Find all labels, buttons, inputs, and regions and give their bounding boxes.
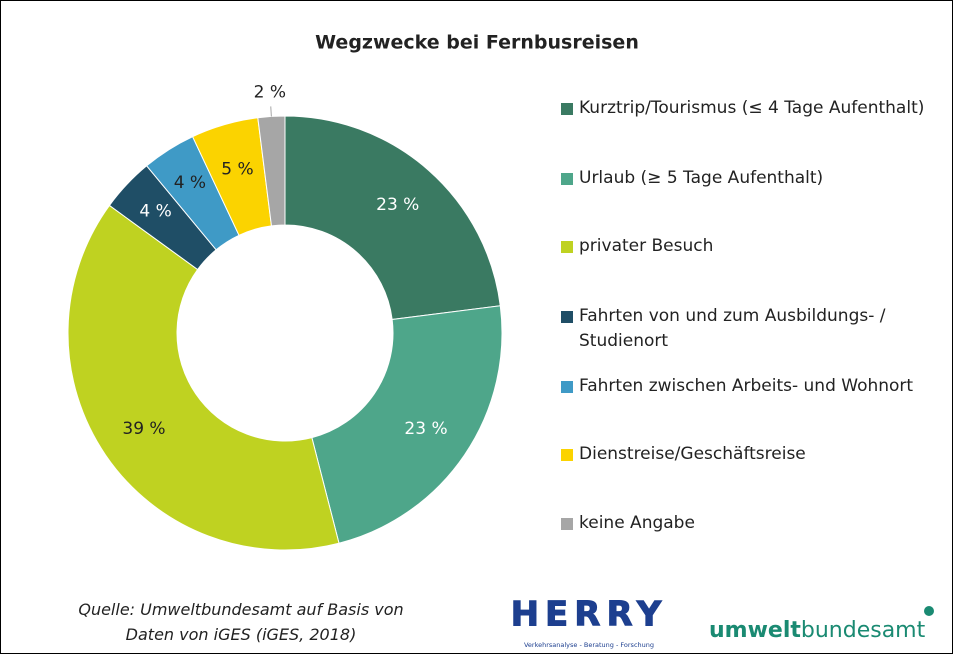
data-label: 4 %	[174, 173, 206, 193]
legend-label: keine Angabe	[579, 513, 695, 533]
source-line: Daten von iGES (iGES, 2018)	[125, 625, 357, 644]
chart-title: Wegzwecke bei Fernbusreisen	[315, 32, 639, 54]
data-label: 23 %	[376, 195, 419, 215]
data-label: 39 %	[122, 419, 165, 439]
leader-line	[270, 106, 272, 117]
legend-label: Fahrten zwischen Arbeits- und Wohnort	[579, 376, 914, 396]
legend-item: privater Besuch	[561, 234, 931, 259]
herry-tagline: Verkehrsanalyse - Beratung - Forschung	[524, 641, 654, 649]
data-label: 2 %	[254, 82, 286, 102]
legend-swatch	[561, 311, 573, 323]
source-line: Quelle: Umweltbundesamt auf Basis von	[78, 600, 404, 619]
uba-logo: umweltbundesamt	[709, 618, 926, 643]
legend-label: Dienstreise/Geschäftsreise	[579, 444, 806, 464]
legend-swatch	[561, 518, 573, 530]
legend-label: Urlaub (≥ 5 Tage Aufenthalt)	[579, 168, 824, 188]
legend-label: Kurztrip/Tourismus (≤ 4 Tage Aufenthalt)	[579, 98, 925, 118]
legend-swatch	[561, 449, 573, 461]
legend-item: Kurztrip/Tourismus (≤ 4 Tage Aufenthalt)	[561, 96, 931, 121]
legend-swatch	[561, 241, 573, 253]
legend-item: Urlaub (≥ 5 Tage Aufenthalt)	[561, 166, 931, 191]
slice	[67, 204, 340, 551]
legend-label: Fahrten von und zum Ausbildungs- / Studi…	[579, 306, 886, 351]
legend-swatch	[561, 381, 573, 393]
uba-dot	[924, 606, 934, 616]
herry-logo: HERRY	[511, 595, 668, 635]
source: Quelle: Umweltbundesamt auf Basis von Dat…	[21, 597, 461, 647]
herry-bg	[491, 605, 691, 639]
legend-label: privater Besuch	[579, 236, 714, 256]
legend-swatch	[561, 103, 573, 115]
legend-item: Fahrten von und zum Ausbildungs- / Studi…	[561, 304, 931, 354]
uba-rest: bundesamt	[801, 618, 926, 643]
legend-swatch	[561, 173, 573, 185]
data-label: 4 %	[139, 201, 171, 221]
data-label: 5 %	[221, 159, 253, 179]
legend-item: Fahrten zwischen Arbeits- und Wohnort	[561, 374, 931, 399]
slice	[311, 305, 503, 544]
slice	[284, 115, 501, 321]
legend-item: keine Angabe	[561, 511, 931, 536]
legend-item: Dienstreise/Geschäftsreise	[561, 442, 931, 467]
slice	[257, 115, 286, 227]
uba-bold: umwelt	[709, 618, 801, 643]
data-label: 23 %	[404, 419, 447, 439]
